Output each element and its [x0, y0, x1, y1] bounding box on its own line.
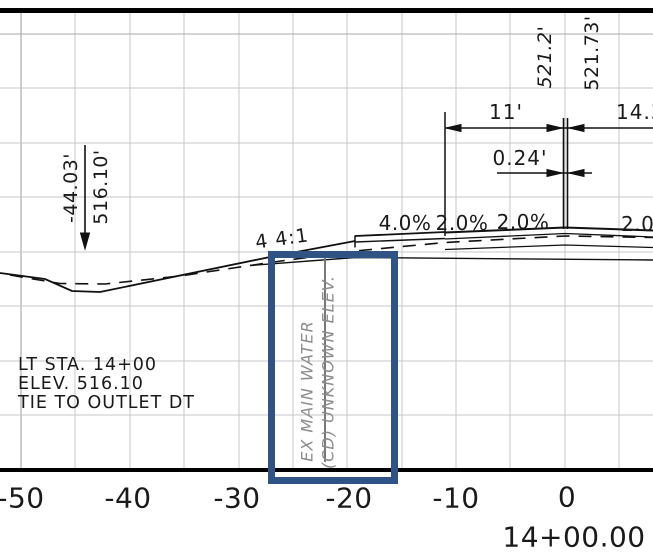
lane3-slope-label: 2.0% [621, 212, 653, 236]
highlight-box [268, 251, 398, 484]
offset-elevation-label: 516.10' [90, 149, 112, 225]
dim-arrow-left-icon [445, 123, 462, 133]
note-block: LT STA. 14+00 ELEV. 516.10 TIE TO OUTLET… [18, 356, 195, 413]
down-arrow-icon [79, 232, 91, 251]
crown-offset-label: 0.24' [492, 146, 548, 170]
existing-crown-elevation-label: 521.2' [534, 25, 556, 89]
offset-distance-label: -44.03' [60, 153, 82, 223]
lane-width-label: 11' [489, 100, 523, 124]
axis-tick--20: -20 [325, 481, 373, 515]
axis-tick--30: -30 [213, 481, 261, 515]
dim-arrow-left2-icon [568, 123, 585, 133]
view-top-border [0, 8, 653, 13]
axis-tick--40: -40 [104, 481, 152, 515]
offset-leader-arrow [79, 145, 91, 251]
dim-arrow-right-icon [546, 123, 563, 133]
offset-arrow-right-icon [546, 168, 563, 178]
existing-ground-line [9, 235, 653, 285]
axis-tick--10: -10 [432, 481, 480, 515]
right-width-label: 14.3 [616, 100, 653, 124]
note-line-3: TIE TO OUTLET DT [18, 393, 195, 413]
dimension-lines [444, 112, 653, 236]
roadway-template [249, 226, 653, 267]
axis-tick--50: -50 [0, 481, 45, 515]
shoulder-slope-label: 4.0% [378, 211, 432, 235]
note-line-1: LT STA. 14+00 [18, 355, 158, 375]
axis-baseline [0, 468, 653, 472]
lane1-slope-label: 2.0% [435, 211, 489, 235]
station-label: 14+00.00 [502, 520, 646, 554]
offset-arrow-left-icon [568, 168, 585, 178]
proposed-crown-elevation-label: 521.73' [581, 15, 603, 91]
axis-tick-0: 0 [557, 480, 577, 514]
note-line-2: ELEV. 516.10 [18, 374, 144, 394]
lane2-slope-label: 2.0% [496, 210, 550, 234]
